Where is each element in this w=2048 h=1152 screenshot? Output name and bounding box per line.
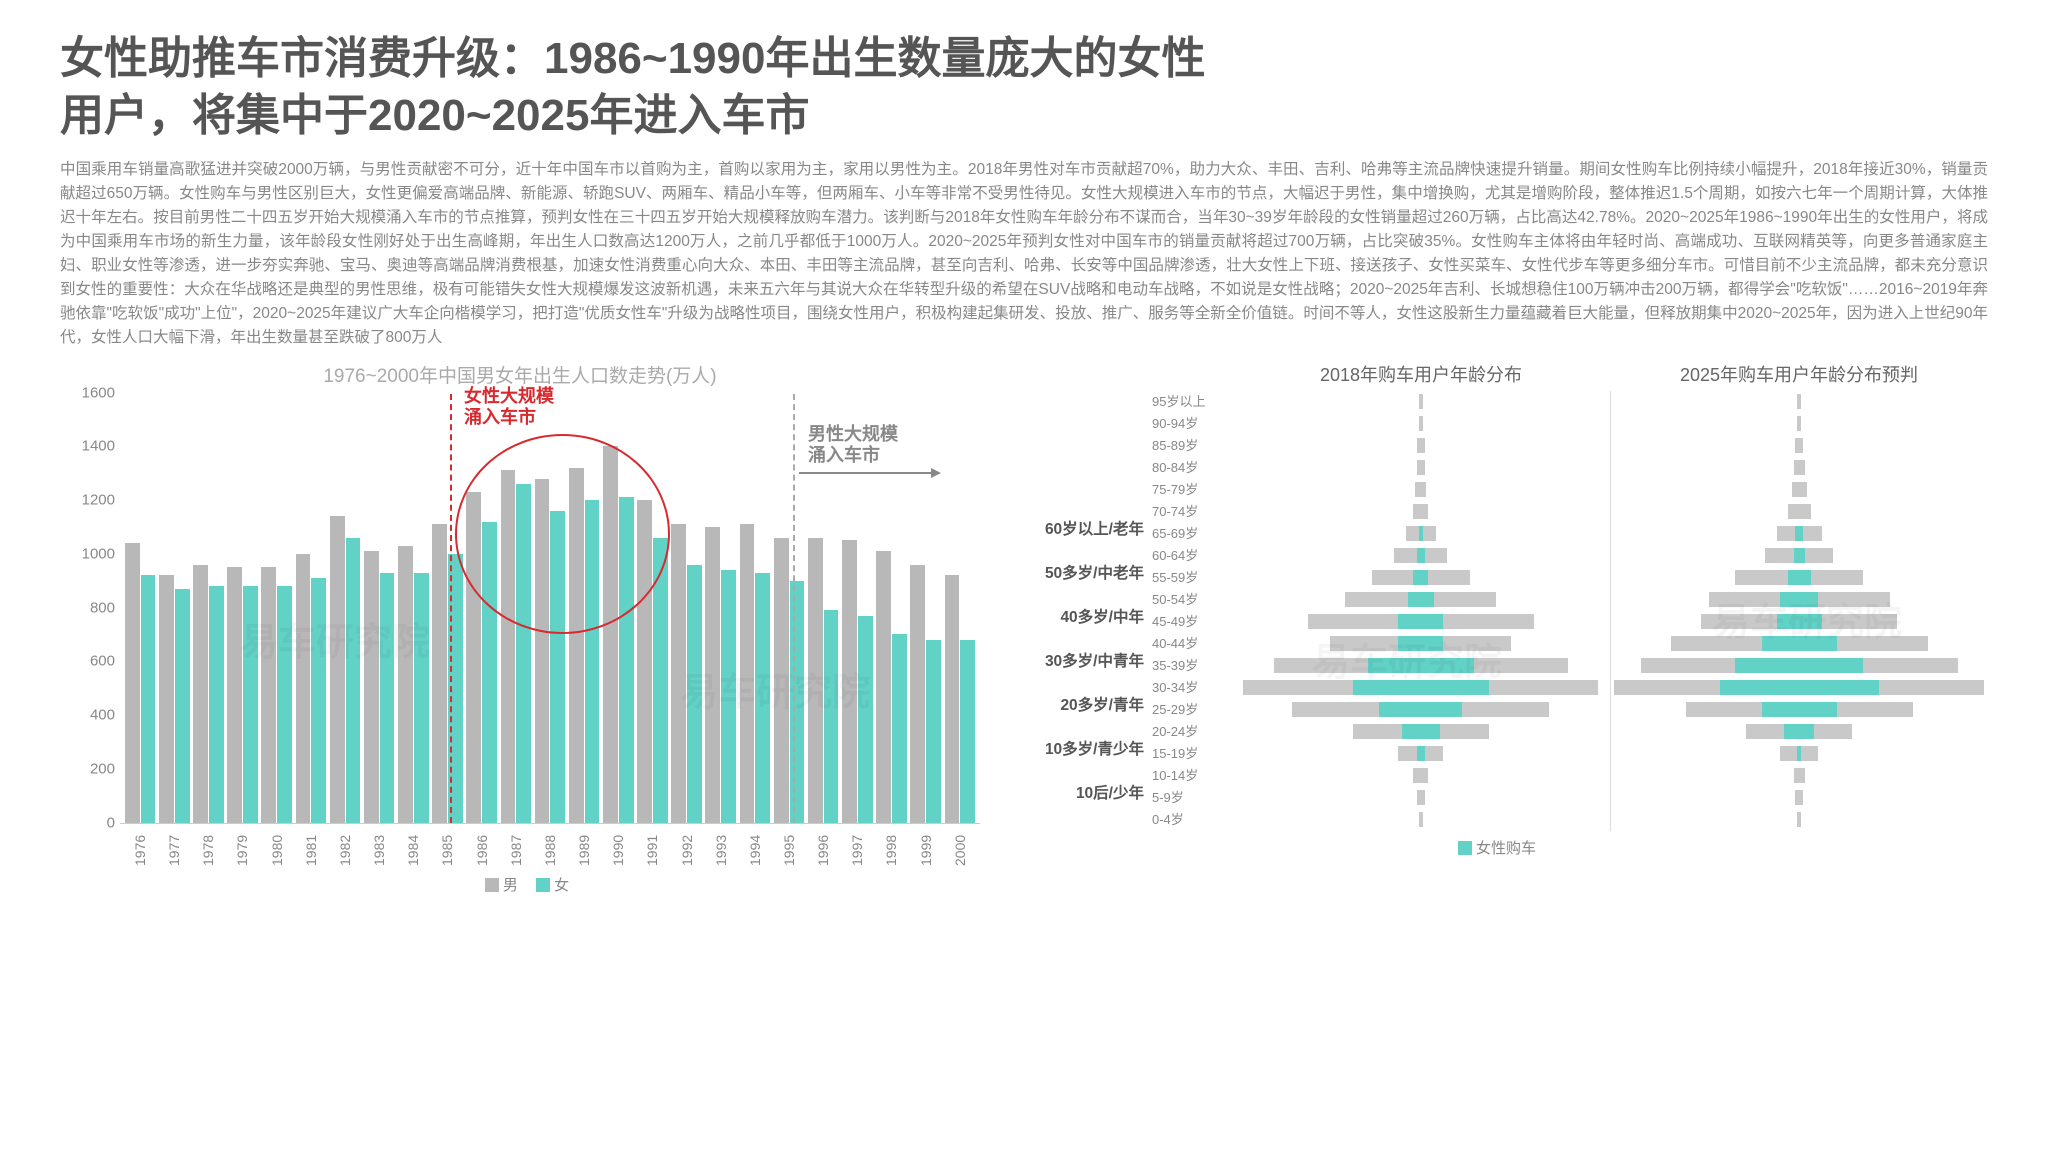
annotation-female-influx: 女性大规模涌入车市 [464, 386, 554, 429]
bar-chart-title: 1976~2000年中国男女年出生人口数走势(万人) [60, 361, 980, 388]
bar-legend: 男 女 [60, 874, 980, 895]
pyramid-title-2025: 2025年购车用户年龄分布预判 [1610, 361, 1988, 387]
annotation-male-influx: 男性大规模涌入车市 [808, 424, 898, 467]
pyramid-legend: 女性购车 [992, 837, 1988, 858]
pyramid-title-2018: 2018年购车用户年龄分布 [1232, 361, 1610, 387]
birth-bar-chart: 1976~2000年中国男女年出生人口数走势(万人) 0200400600800… [60, 361, 980, 895]
body-paragraph: 中国乘用车销量高歌猛进并突破2000万辆，与男性贡献密不可分，近十年中国车市以首… [60, 158, 1988, 350]
page-title: 女性助推车市消费升级：1986~1990年出生数量庞大的女性 用户，将集中于20… [60, 30, 1988, 144]
age-pyramid-charts: 2018年购车用户年龄分布 2025年购车用户年龄分布预判 60岁以上/老年50… [992, 361, 1988, 895]
